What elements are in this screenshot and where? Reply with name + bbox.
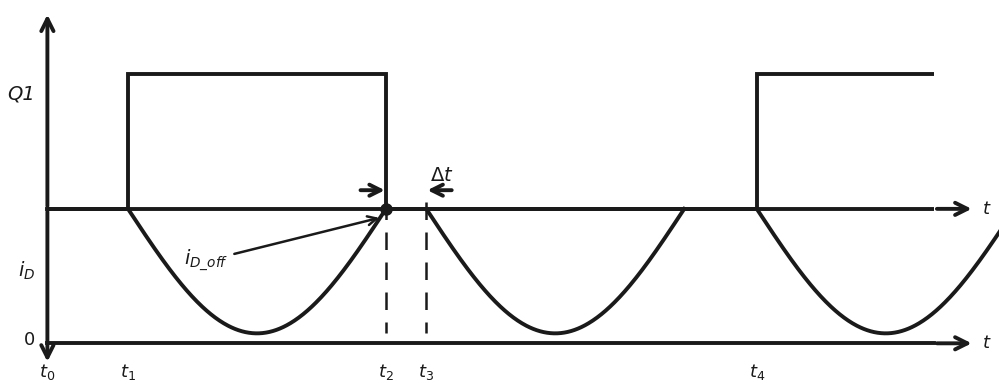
Text: $t_4$: $t_4$ xyxy=(749,362,765,382)
Text: 0: 0 xyxy=(24,330,35,349)
Text: t: t xyxy=(982,200,989,218)
Text: t: t xyxy=(982,334,989,352)
Text: Q1: Q1 xyxy=(8,85,35,104)
Text: $t_2$: $t_2$ xyxy=(378,362,394,382)
Text: $\Delta t$: $\Delta t$ xyxy=(430,166,454,185)
Text: $t_3$: $t_3$ xyxy=(418,362,434,382)
Text: $t_0$: $t_0$ xyxy=(39,362,56,382)
Text: $i_{D\_off}$: $i_{D\_off}$ xyxy=(184,216,377,273)
Text: $t_1$: $t_1$ xyxy=(120,362,136,382)
Text: $i_D$: $i_D$ xyxy=(18,260,35,282)
